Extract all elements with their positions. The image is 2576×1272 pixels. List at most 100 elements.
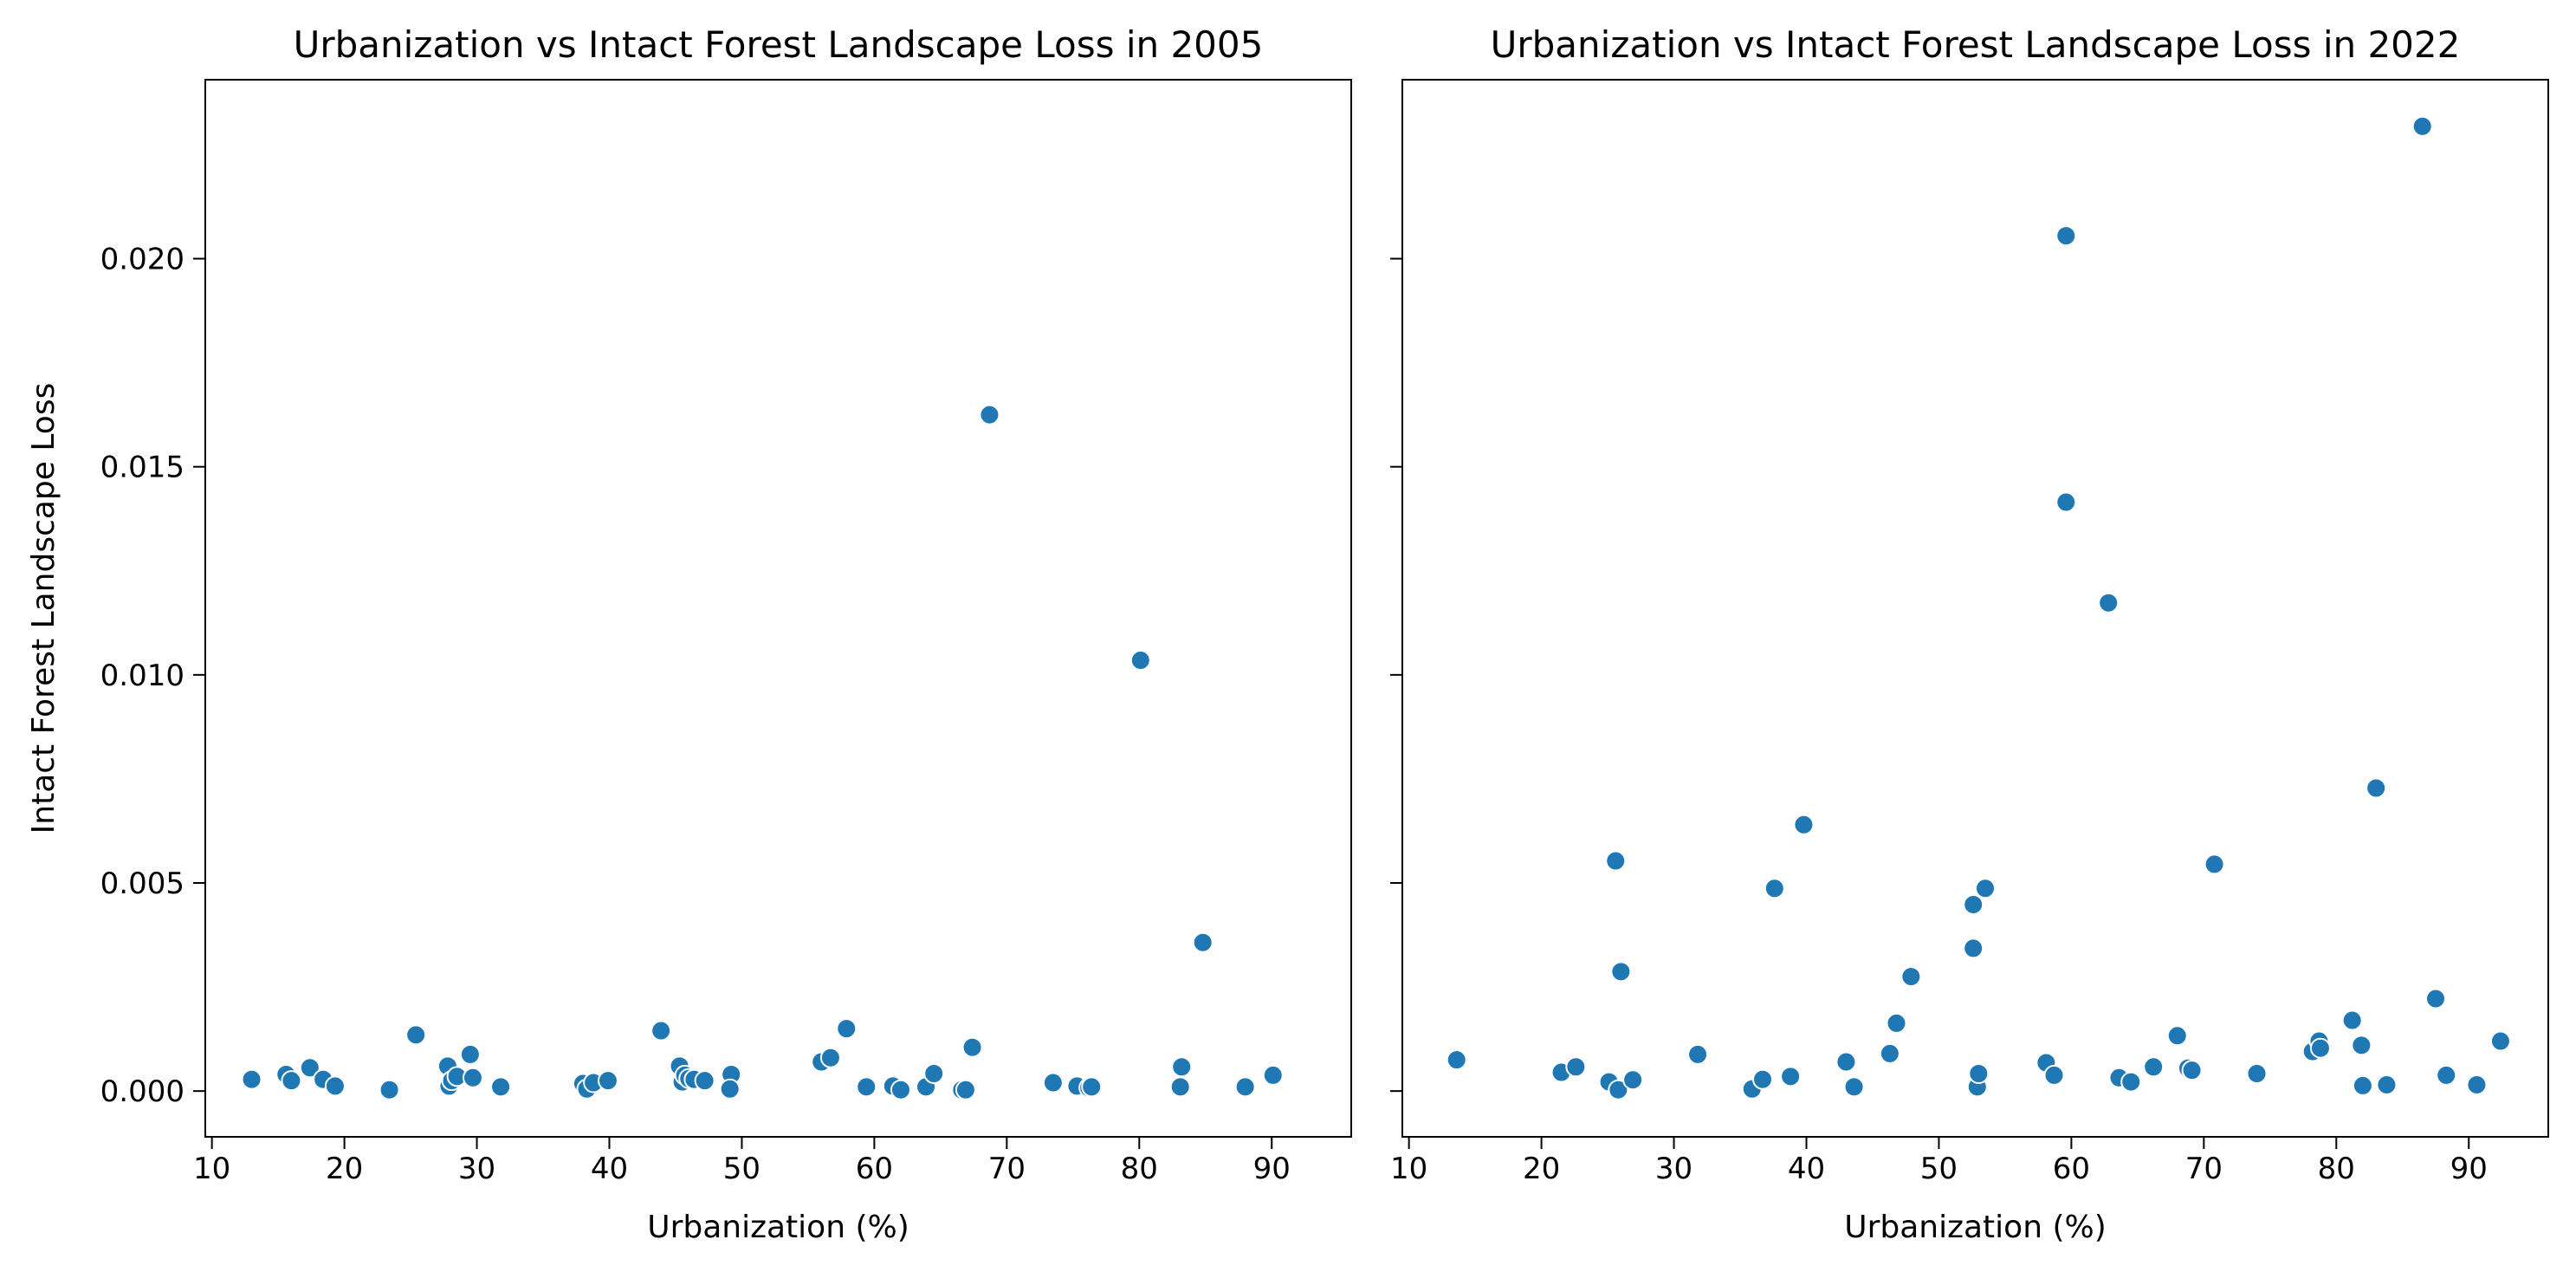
- data-point: [1608, 1079, 1629, 1100]
- x-tick-label: 90: [1253, 1152, 1291, 1186]
- x-tick-label: 20: [1523, 1152, 1560, 1186]
- data-point: [2351, 1035, 2372, 1056]
- data-point: [2341, 1009, 2363, 1031]
- x-tick-label: 20: [326, 1152, 363, 1186]
- data-point: [1900, 966, 1922, 988]
- data-point: [2055, 491, 2077, 513]
- data-point: [2466, 1074, 2488, 1095]
- data-point: [2120, 1071, 2142, 1093]
- data-point: [2246, 1062, 2268, 1084]
- data-point: [1192, 931, 1214, 953]
- y-tick-label: 0.005: [100, 866, 184, 901]
- data-point: [650, 1020, 672, 1042]
- data-point: [405, 1024, 427, 1046]
- data-point: [923, 1062, 945, 1084]
- data-point: [2055, 225, 2077, 247]
- data-point: [2366, 777, 2387, 799]
- data-point: [2424, 988, 2446, 1009]
- data-point: [1963, 938, 1984, 959]
- data-point: [597, 1070, 618, 1092]
- data-point: [961, 1036, 983, 1058]
- data-point: [1886, 1012, 1907, 1034]
- data-point: [836, 1018, 858, 1040]
- x-tick-label: 10: [1390, 1152, 1427, 1186]
- data-point: [979, 404, 1000, 425]
- data-point: [2166, 1025, 2188, 1047]
- data-point: [490, 1076, 512, 1098]
- data-point: [1605, 850, 1627, 872]
- x-tick-label: 60: [856, 1152, 893, 1186]
- data-point: [1081, 1076, 1103, 1098]
- data-point: [1780, 1066, 1802, 1087]
- data-point: [2352, 1074, 2373, 1096]
- x-tick-label: 70: [988, 1152, 1026, 1186]
- chart-title: Urbanization vs Intact Forest Landscape …: [294, 23, 1264, 66]
- data-point: [1835, 1051, 1857, 1073]
- data-point: [1610, 961, 1632, 983]
- data-point: [1446, 1049, 1467, 1071]
- data-point: [1764, 878, 1785, 899]
- data-point: [2181, 1060, 2203, 1081]
- data-point: [856, 1076, 877, 1098]
- data-point: [1234, 1076, 1256, 1098]
- data-point: [719, 1078, 741, 1100]
- data-point: [694, 1070, 715, 1092]
- data-point: [2143, 1056, 2165, 1078]
- data-point: [1752, 1068, 1774, 1090]
- x-tick-label: 50: [1920, 1152, 1958, 1186]
- plot-frame: [204, 79, 1352, 1138]
- data-point: [955, 1079, 976, 1100]
- x-tick-label: 70: [2185, 1152, 2223, 1186]
- plot-frame: [1401, 79, 2549, 1138]
- data-point: [379, 1079, 400, 1100]
- data-point: [819, 1047, 841, 1068]
- x-axis-label: Urbanization (%): [647, 1210, 909, 1245]
- data-point: [2411, 115, 2433, 137]
- y-tick-label: 0.000: [100, 1074, 184, 1109]
- x-tick-label: 30: [1655, 1152, 1693, 1186]
- x-tick-label: 60: [2053, 1152, 2090, 1186]
- data-point: [1042, 1072, 1064, 1094]
- x-tick-label: 90: [2450, 1152, 2488, 1186]
- data-point: [459, 1043, 481, 1065]
- x-tick-label: 50: [723, 1152, 761, 1186]
- data-point: [890, 1079, 911, 1100]
- x-tick-label: 10: [193, 1152, 230, 1186]
- data-point: [324, 1075, 346, 1097]
- data-point: [462, 1067, 483, 1088]
- x-tick-label: 40: [1788, 1152, 1825, 1186]
- data-point: [2436, 1064, 2457, 1086]
- data-point: [1793, 814, 1815, 835]
- data-point: [2309, 1037, 2331, 1059]
- data-point: [2043, 1064, 2065, 1086]
- y-tick-label: 0.015: [100, 451, 184, 485]
- data-point: [1963, 893, 1984, 915]
- x-tick-label: 30: [458, 1152, 495, 1186]
- data-point: [2098, 592, 2120, 613]
- data-point: [2376, 1074, 2398, 1095]
- data-point: [1262, 1064, 1284, 1086]
- chart-title: Urbanization vs Intact Forest Landscape …: [1491, 23, 2461, 66]
- data-point: [299, 1057, 320, 1079]
- data-point: [1843, 1076, 1865, 1098]
- data-point: [1687, 1043, 1709, 1065]
- x-tick-label: 80: [1121, 1152, 1158, 1186]
- data-point: [1169, 1076, 1191, 1098]
- data-point: [1129, 650, 1151, 672]
- data-point: [2204, 853, 2225, 875]
- data-point: [241, 1068, 262, 1090]
- data-point: [1622, 1069, 1644, 1091]
- data-point: [1974, 878, 1996, 899]
- y-tick-label: 0.020: [100, 243, 184, 277]
- x-tick-label: 80: [2318, 1152, 2355, 1186]
- data-point: [1565, 1056, 1587, 1078]
- data-point: [1171, 1056, 1193, 1078]
- y-axis-label: Intact Forest Landscape Loss: [26, 383, 61, 834]
- data-point: [1968, 1062, 1990, 1084]
- x-axis-label: Urbanization (%): [1844, 1210, 2107, 1245]
- y-tick-label: 0.010: [100, 659, 184, 693]
- data-point: [2489, 1030, 2511, 1052]
- x-tick-label: 40: [591, 1152, 628, 1186]
- data-point: [281, 1070, 302, 1092]
